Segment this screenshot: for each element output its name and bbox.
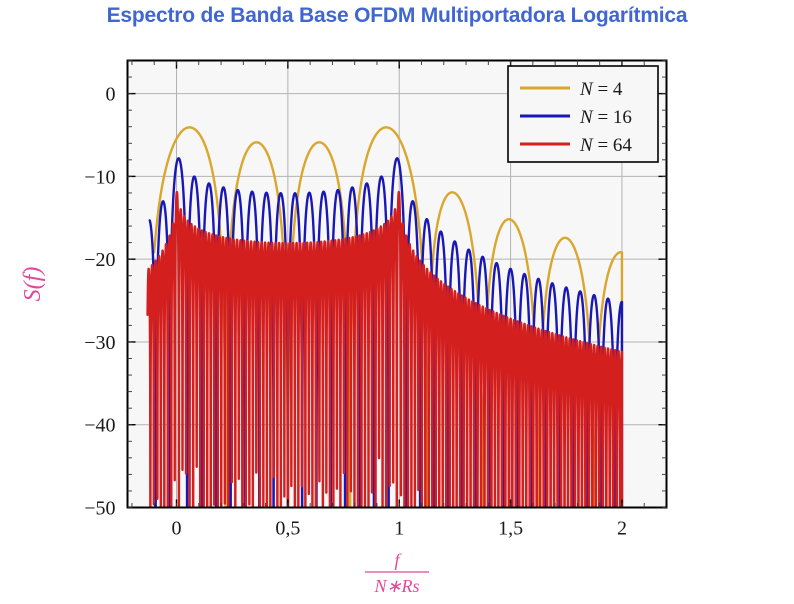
legend-label-0: N = 4	[579, 79, 623, 100]
y-tick-label: −20	[84, 249, 115, 271]
svg-text:S(f): S(f)	[20, 267, 46, 302]
series-line-64	[146, 190, 624, 508]
x-tick-label: 0	[172, 518, 182, 540]
x-tick-label: 1,5	[498, 518, 523, 540]
legend-box	[507, 65, 659, 163]
legend-label-1: N = 16	[579, 107, 632, 128]
series-group	[146, 126, 624, 508]
x-tick-label: 2	[617, 518, 627, 540]
y-axis-label: S(f)	[20, 267, 46, 302]
x-tick-label: 1	[394, 518, 404, 540]
tick-labels: 0 0,5 1 1,5 2 0 −10 −20 −30 −40 −50	[84, 84, 627, 540]
plot-frame	[126, 59, 668, 509]
x-axis-label-numerator: f	[394, 550, 402, 570]
series-line-4	[153, 126, 624, 508]
y-tick-label: −10	[84, 166, 115, 188]
legend-label-2: N = 64	[579, 135, 632, 156]
x-axis-label-denominator: N∗Rs	[373, 576, 419, 596]
y-tick-label: −40	[84, 415, 115, 437]
x-tick-label: 0,5	[275, 518, 300, 540]
chart-title: Espectro de Banda Base OFDM Multiportado…	[106, 4, 688, 27]
axis-ticks	[127, 60, 667, 509]
x-axis-label: f N∗Rs	[365, 550, 429, 596]
y-tick-label: −50	[84, 498, 115, 520]
y-tick-label: −30	[84, 332, 115, 354]
legend: N = 4 N = 16 N = 64	[507, 65, 659, 163]
y-tick-label: 0	[106, 84, 116, 106]
